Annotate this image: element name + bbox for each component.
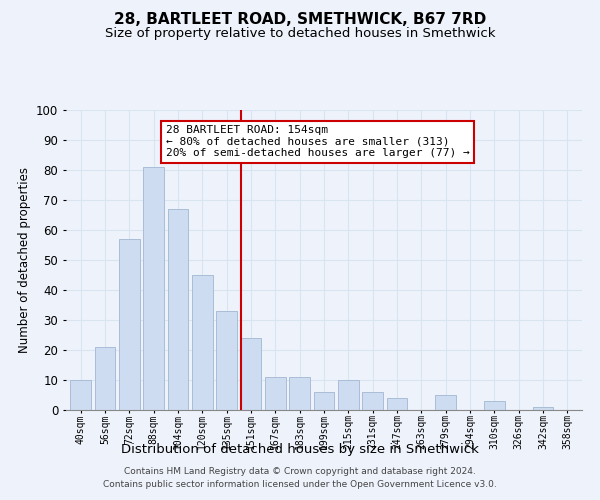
Bar	[289, 377, 310, 410]
Bar	[484, 401, 505, 410]
Text: 28, BARTLEET ROAD, SMETHWICK, B67 7RD: 28, BARTLEET ROAD, SMETHWICK, B67 7RD	[114, 12, 486, 28]
Bar	[265, 377, 286, 410]
Text: Distribution of detached houses by size in Smethwick: Distribution of detached houses by size …	[121, 442, 479, 456]
Text: Contains HM Land Registry data © Crown copyright and database right 2024.: Contains HM Land Registry data © Crown c…	[124, 467, 476, 476]
Text: Size of property relative to detached houses in Smethwick: Size of property relative to detached ho…	[105, 28, 495, 40]
Text: Contains public sector information licensed under the Open Government Licence v3: Contains public sector information licen…	[103, 480, 497, 489]
Bar	[386, 398, 407, 410]
Bar	[95, 347, 115, 410]
Bar	[314, 392, 334, 410]
Text: 28 BARTLEET ROAD: 154sqm
← 80% of detached houses are smaller (313)
20% of semi-: 28 BARTLEET ROAD: 154sqm ← 80% of detach…	[166, 125, 470, 158]
Y-axis label: Number of detached properties: Number of detached properties	[17, 167, 31, 353]
Bar	[143, 167, 164, 410]
Bar	[362, 392, 383, 410]
Bar	[167, 209, 188, 410]
Bar	[338, 380, 359, 410]
Bar	[70, 380, 91, 410]
Bar	[119, 239, 140, 410]
Bar	[192, 275, 212, 410]
Bar	[533, 407, 553, 410]
Bar	[216, 311, 237, 410]
Bar	[241, 338, 262, 410]
Bar	[436, 395, 456, 410]
